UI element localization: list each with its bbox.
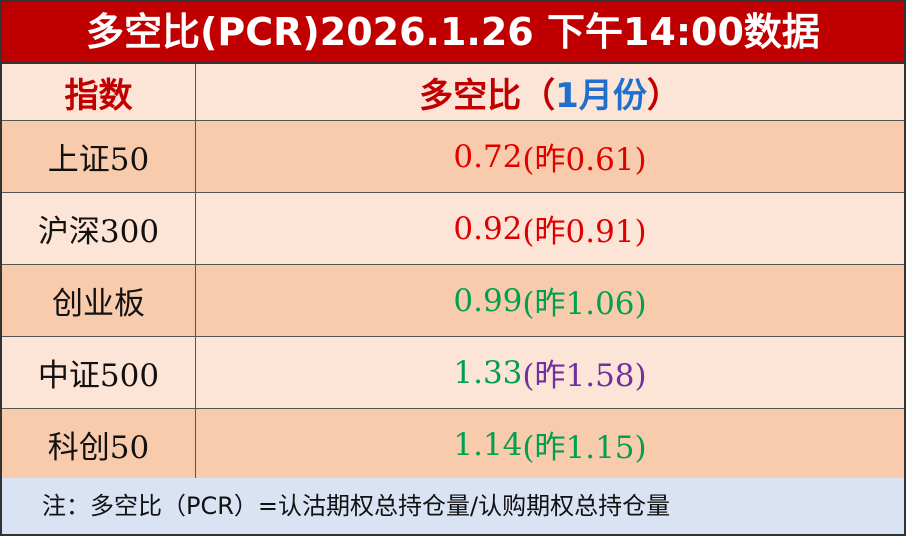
ratio-cell: 0.99 (昨1.06) <box>196 265 904 336</box>
index-name: 中证500 <box>2 337 196 408</box>
data-row: 创业板 0.99 (昨1.06) <box>2 265 904 337</box>
ratio-prev: (昨0.91) <box>522 214 647 250</box>
header-ratio-prefix: 多空比（ <box>419 75 556 116</box>
ratio-prev: (昨1.58) <box>522 358 647 394</box>
ratio-cell: 0.72 (昨0.61) <box>196 121 904 192</box>
header-row: 指数 多空比（ 1月份） <box>2 64 904 121</box>
data-row: 科创50 1.14 (昨1.15) <box>2 409 904 481</box>
data-row: 中证500 1.33 (昨1.58) <box>2 337 904 409</box>
ratio-value: 0.99 <box>453 282 523 319</box>
footer-note: 注：多空比（PCR）=认沽期权总持仓量/认购期权总持仓量 <box>2 478 904 534</box>
ratio-prev: (昨0.61) <box>522 142 647 178</box>
index-name: 上证50 <box>2 121 196 192</box>
index-name: 创业板 <box>2 265 196 336</box>
ratio-prev: (昨1.15) <box>522 430 647 466</box>
data-row: 上证50 0.72 (昨0.61) <box>2 121 904 193</box>
ratio-prev: (昨1.06) <box>522 286 647 322</box>
header-ratio: 多空比（ 1月份） <box>196 64 904 120</box>
header-index: 指数 <box>2 64 196 120</box>
ratio-value: 1.33 <box>453 354 523 391</box>
data-row: 沪深300 0.92 (昨0.91) <box>2 193 904 265</box>
ratio-value: 1.14 <box>453 426 523 463</box>
header-ratio-suffix: ） <box>646 75 681 116</box>
ratio-cell: 0.92 (昨0.91) <box>196 193 904 264</box>
ratio-value: 0.92 <box>453 210 523 247</box>
ratio-value: 0.72 <box>453 138 523 175</box>
ratio-cell: 1.14 (昨1.15) <box>196 409 904 480</box>
index-name: 沪深300 <box>2 193 196 264</box>
index-name: 科创50 <box>2 409 196 480</box>
title: 多空比(PCR)2026.1.26 下午14:00数据 <box>2 2 904 64</box>
ratio-cell: 1.33 (昨1.58) <box>196 337 904 408</box>
header-ratio-month: 1月份 <box>555 75 647 116</box>
